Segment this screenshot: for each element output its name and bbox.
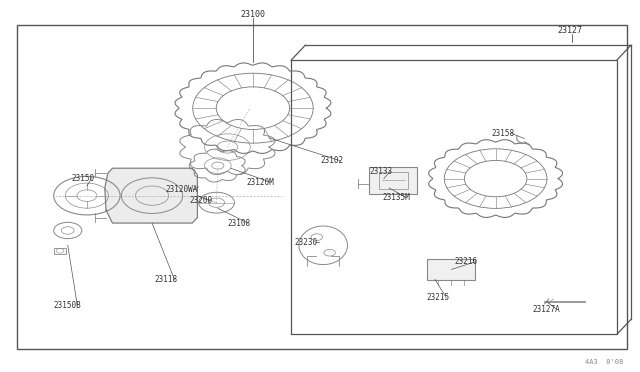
Text: 23120WA: 23120WA	[166, 185, 198, 194]
Bar	[369, 167, 417, 194]
Text: 4A3  0'08: 4A3 0'08	[585, 359, 623, 365]
Text: 23120M: 23120M	[246, 178, 275, 187]
Text: 23230: 23230	[294, 238, 317, 247]
Bar	[379, 172, 408, 189]
Text: 23100: 23100	[241, 10, 266, 19]
Text: 23102: 23102	[320, 156, 343, 165]
Text: 23215: 23215	[426, 294, 449, 302]
Text: 23158: 23158	[491, 129, 515, 138]
Text: 23133: 23133	[370, 167, 393, 176]
Text: 23150B: 23150B	[53, 301, 81, 310]
Text: 23135M: 23135M	[383, 193, 410, 202]
Text: 23200: 23200	[189, 196, 213, 205]
Text: 23216: 23216	[454, 257, 477, 266]
Text: 23127: 23127	[557, 26, 582, 35]
Polygon shape	[105, 168, 197, 223]
Bar	[427, 259, 475, 280]
Text: 23127A: 23127A	[532, 305, 560, 314]
Bar	[54, 247, 66, 254]
Bar	[17, 25, 627, 349]
Text: 23118: 23118	[154, 275, 177, 284]
Text: 23150: 23150	[71, 174, 94, 183]
Text: 23108: 23108	[227, 219, 250, 228]
